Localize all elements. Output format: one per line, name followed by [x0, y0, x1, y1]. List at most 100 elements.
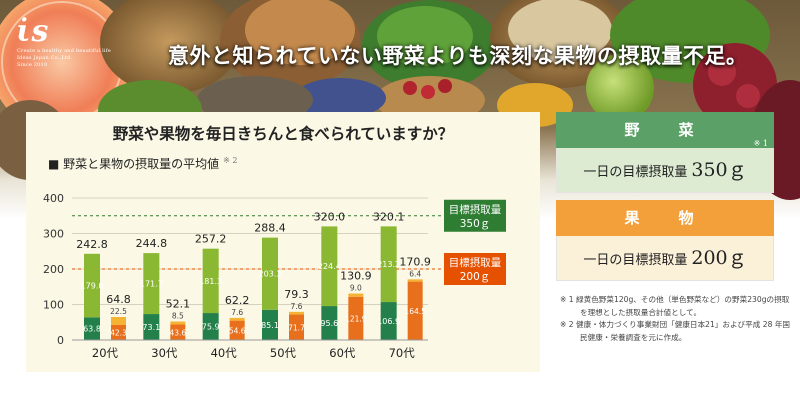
fruit-total-label: 79.3 [284, 288, 309, 301]
fruit-dark-value: 164.5 [404, 307, 426, 316]
x-category-label: 60代 [329, 346, 356, 360]
intake-chart: 0 100 200 300 400 目標摂取量 350ｇ 目標摂取量 200ｇ 63.8 179.0… [43, 192, 506, 360]
x-category-label: 40代 [211, 346, 238, 360]
page-headline: 意外と知られていない野菜よりも深刻な果物の摂取量不足。 [168, 43, 748, 68]
vegetable-bar-light [262, 237, 278, 310]
vegetable-bar-dark [262, 309, 278, 340]
target-label: 目標摂取量 [449, 203, 502, 216]
fruit-target-title-bar: 果 物 [556, 200, 774, 236]
target-label-box [444, 199, 506, 232]
fruit-bar-dark [407, 281, 423, 340]
logo-mark: ι̇s [16, 14, 50, 49]
y-tick-label: 400 [43, 192, 64, 205]
fruit-bar-dark [111, 324, 126, 340]
fruit-total-label: 64.8 [106, 293, 131, 306]
fruit-bar-light [170, 321, 186, 325]
vegetable-dark-value: 63.8 [83, 325, 101, 334]
fruit-dark-value: 43.6 [169, 328, 186, 337]
vegetable-light-value: 171.7 [140, 280, 163, 289]
footnotes: ※ 1 緑黄色野菜120g、その他（単色野菜など）の野菜230gの摂取を理想とし… [560, 294, 792, 344]
fruit-bar-dark [289, 314, 304, 340]
vegetable-dark-value: 73.1 [142, 323, 160, 332]
logo-company: Ideas Japan Co.,Ltd. [17, 55, 73, 61]
fruit-target-label: 一日の目標摂取量 [583, 253, 688, 268]
chart-panel: 野菜や果物を毎日きちんと食べられていますか？ ■ 野菜と果物の摂取量の平均値 ※ … [26, 112, 540, 372]
x-category-label: 30代 [151, 346, 178, 360]
fruit-target-box: 果 物 一日の目標摂取量 200ｇ [556, 200, 774, 281]
vegetable-bar-dark [143, 314, 160, 340]
vegetable-light-value: 224.4 [318, 262, 341, 271]
fruit-light-value: 6.4 [409, 269, 421, 278]
fruit-bar-light [289, 311, 304, 315]
fruit-total-label: 52.1 [166, 298, 191, 311]
vegetable-dark-value: 95.6 [320, 319, 338, 328]
vegetable-dark-value: 75.9 [202, 323, 220, 332]
vegetable-target-title: 野 菜 [624, 121, 706, 139]
vegetable-total-label: 288.4 [254, 222, 286, 235]
fruit-dark-value: 42.3 [110, 328, 127, 337]
vegetable-bar-light [143, 253, 160, 315]
y-tick-label: 300 [43, 228, 64, 241]
vegetable-dark-value: 106.9 [377, 317, 400, 326]
fruit-total-label: 130.9 [340, 270, 372, 283]
chart-subtitle-text: ■ 野菜と果物の摂取量の平均値 [48, 157, 220, 171]
fruit-bar-light [407, 279, 423, 282]
chart-subtitle: ■ 野菜と果物の摂取量の平均値 ※ 2 [48, 155, 238, 172]
fruit-bar-dark [348, 296, 364, 340]
vegetable-bar-light [321, 226, 338, 307]
y-tick-label: 200 [43, 263, 64, 276]
fruit-bar-light [348, 293, 364, 297]
logo-tagline: Create a healthy and beautiful life [17, 48, 111, 54]
chart-question: 野菜や果物を毎日きちんと食べられていますか？ [112, 124, 454, 143]
target-label-box [444, 253, 506, 285]
vegetable-bar-dark [84, 317, 100, 340]
vegetable-light-value: 181.3 [199, 277, 222, 286]
y-tick-label: 0 [57, 334, 64, 347]
vegetable-target-body: 一日の目標摂取量 350ｇ [556, 148, 774, 193]
chart-subtitle-note: ※ 2 [223, 156, 238, 165]
vegetable-bar-light [84, 253, 100, 318]
fruit-light-value: 7.6 [291, 302, 303, 311]
vegetable-bar-dark [321, 306, 338, 340]
fruit-light-value: 9.0 [350, 284, 362, 293]
vegetable-bar-light [380, 226, 397, 303]
vegetable-target-box: 野 菜 ※ 1 一日の目標摂取量 350ｇ [556, 112, 774, 193]
vegetable-dark-value: 85.1 [261, 321, 279, 330]
target-value-label: 200ｇ [460, 271, 491, 283]
fruit-light-value: 22.5 [110, 307, 127, 316]
fruit-dark-value: 54.6 [229, 326, 246, 335]
footnote-1: ※ 1 緑黄色野菜120g、その他（単色野菜など）の野菜230gの摂取を理想とし… [560, 295, 790, 317]
vegetable-bar-dark [380, 302, 397, 340]
vegetable-target-title-bar: 野 菜 ※ 1 [556, 112, 774, 148]
vegetable-target-label: 一日の目標摂取量 [583, 165, 688, 180]
vegetable-light-value: 213.2 [377, 260, 400, 269]
x-category-label: 70代 [389, 346, 416, 360]
vegetable-total-label: 244.8 [136, 237, 168, 250]
fruit-bar-light [111, 316, 126, 325]
vegetable-total-label: 257.2 [195, 233, 227, 246]
footnote-2: ※ 2 健康・体力づくり事業財団「健康日本21」および平成 28 年国民健康・栄… [560, 320, 791, 342]
fruit-total-label: 170.9 [399, 255, 431, 268]
fruit-bar-light [229, 317, 245, 321]
x-category-label: 20代 [92, 346, 119, 360]
vegetable-light-value: 203.3 [259, 270, 282, 279]
fruit-total-label: 62.2 [225, 294, 250, 307]
y-tick-label: 100 [43, 299, 64, 312]
vegetable-total-label: 242.8 [76, 238, 108, 251]
vegetable-total-label: 320.0 [314, 210, 346, 223]
fruit-bar-dark [229, 320, 245, 340]
vegetable-total-label: 320.1 [373, 210, 405, 223]
vegetable-light-value: 179.0 [81, 282, 104, 291]
fruit-light-value: 8.5 [172, 312, 184, 321]
target-label: 目標摂取量 [449, 256, 502, 269]
fruit-dark-value: 121.9 [345, 314, 367, 323]
fruit-target-value: 200ｇ [691, 247, 747, 269]
fruit-bar-dark [170, 324, 186, 340]
vegetable-target-value: 350ｇ [691, 159, 747, 181]
fruit-target-title: 果 物 [624, 209, 706, 227]
fruit-dark-value: 71.7 [288, 323, 305, 332]
vegetable-bar-light [202, 248, 219, 314]
brand-logo: ι̇s Create a healthy and beautiful life … [0, 0, 111, 92]
vegetable-target-note: ※ 1 [753, 139, 768, 148]
